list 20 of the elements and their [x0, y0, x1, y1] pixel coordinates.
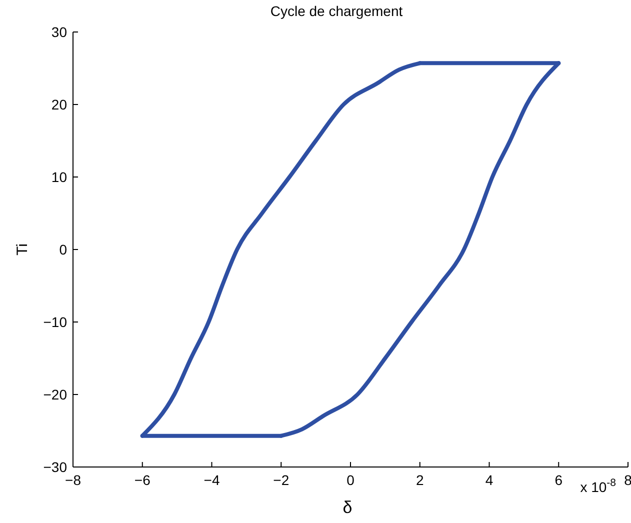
x-tick-label: 4 — [485, 472, 494, 488]
chart-title: Cycle de chargement — [270, 3, 403, 19]
y-tick-label: −20 — [43, 386, 68, 402]
y-tick-label: −10 — [43, 314, 68, 330]
y-tick-label: −30 — [43, 459, 68, 475]
x-tick-label: −2 — [273, 472, 290, 488]
y-tick-label: 30 — [51, 24, 68, 40]
x-tick-label: 6 — [554, 472, 563, 488]
x-tick-label: −6 — [134, 472, 151, 488]
x-tick-label: 2 — [416, 472, 424, 488]
x-tick-label: −8 — [65, 472, 82, 488]
y-tick-label: 20 — [51, 96, 68, 112]
y-axis-title: Ti — [14, 244, 31, 256]
x-axis-title: δ — [342, 498, 352, 517]
y-tick-label: 10 — [51, 169, 68, 185]
y-tick-label: 0 — [59, 242, 68, 258]
x-tick-label: 8 — [624, 472, 631, 488]
x-tick-label: −4 — [204, 472, 220, 488]
x-tick-label: 0 — [346, 472, 355, 488]
text: x 10$^{-8}$ — [580, 477, 616, 495]
